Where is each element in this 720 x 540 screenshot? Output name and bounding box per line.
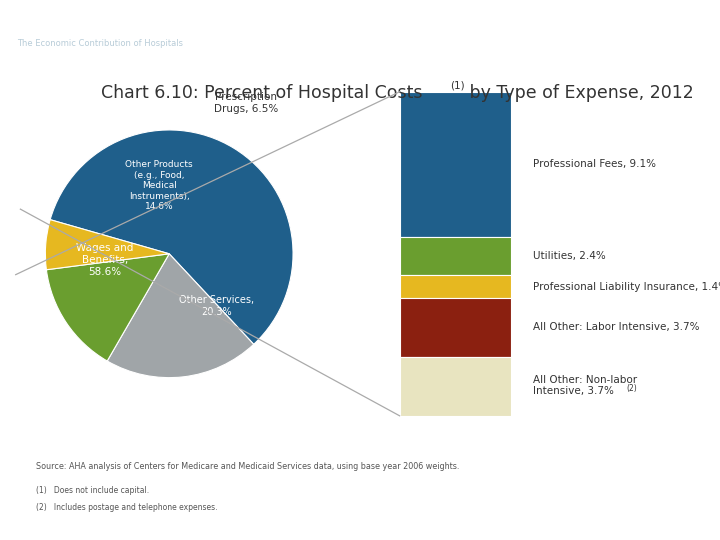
Text: by Type of Expense, 2012: by Type of Expense, 2012: [464, 84, 694, 102]
Bar: [400, 237, 511, 275]
Bar: [400, 275, 511, 298]
Text: Source: AHA analysis of Centers for Medicare and Medicaid Services data, using b: Source: AHA analysis of Centers for Medi…: [36, 462, 459, 471]
Text: Other Products
(e.g., Food,
Medical
Instruments),
14.6%: Other Products (e.g., Food, Medical Inst…: [125, 160, 193, 211]
Wedge shape: [46, 254, 169, 361]
Text: Intensive, 3.7%: Intensive, 3.7%: [533, 386, 613, 396]
Text: Professional Liability Insurance, 1.4%: Professional Liability Insurance, 1.4%: [533, 281, 720, 292]
Wedge shape: [107, 254, 253, 377]
Text: (1)   Does not include capital.: (1) Does not include capital.: [36, 486, 149, 495]
Bar: [400, 92, 511, 237]
Text: Wages and
Benefits,
58.6%: Wages and Benefits, 58.6%: [76, 244, 133, 276]
Text: The Economic Contribution of Hospitals: The Economic Contribution of Hospitals: [17, 38, 183, 48]
Text: Chart 6.10: Percent of Hospital Costs: Chart 6.10: Percent of Hospital Costs: [101, 84, 423, 102]
Wedge shape: [45, 220, 169, 270]
Text: Other Services,
20.3%: Other Services, 20.3%: [179, 295, 254, 316]
Text: (2): (2): [626, 384, 637, 393]
Text: (2)   Includes postage and telephone expenses.: (2) Includes postage and telephone expen…: [36, 503, 217, 512]
Text: All Other: Non-labor: All Other: Non-labor: [533, 375, 636, 386]
Text: Professional Fees, 9.1%: Professional Fees, 9.1%: [533, 159, 656, 170]
Text: All Other: Labor Intensive, 3.7%: All Other: Labor Intensive, 3.7%: [533, 322, 699, 332]
Bar: [400, 298, 511, 357]
Text: TRENDWATCH CHARTBOOK 2013: TRENDWATCH CHARTBOOK 2013: [17, 16, 195, 26]
Text: Utilities, 2.4%: Utilities, 2.4%: [533, 251, 606, 261]
Text: Prescription
Drugs, 6.5%: Prescription Drugs, 6.5%: [214, 92, 278, 113]
Wedge shape: [50, 130, 293, 345]
Text: (1): (1): [450, 81, 464, 91]
Bar: [400, 357, 511, 416]
